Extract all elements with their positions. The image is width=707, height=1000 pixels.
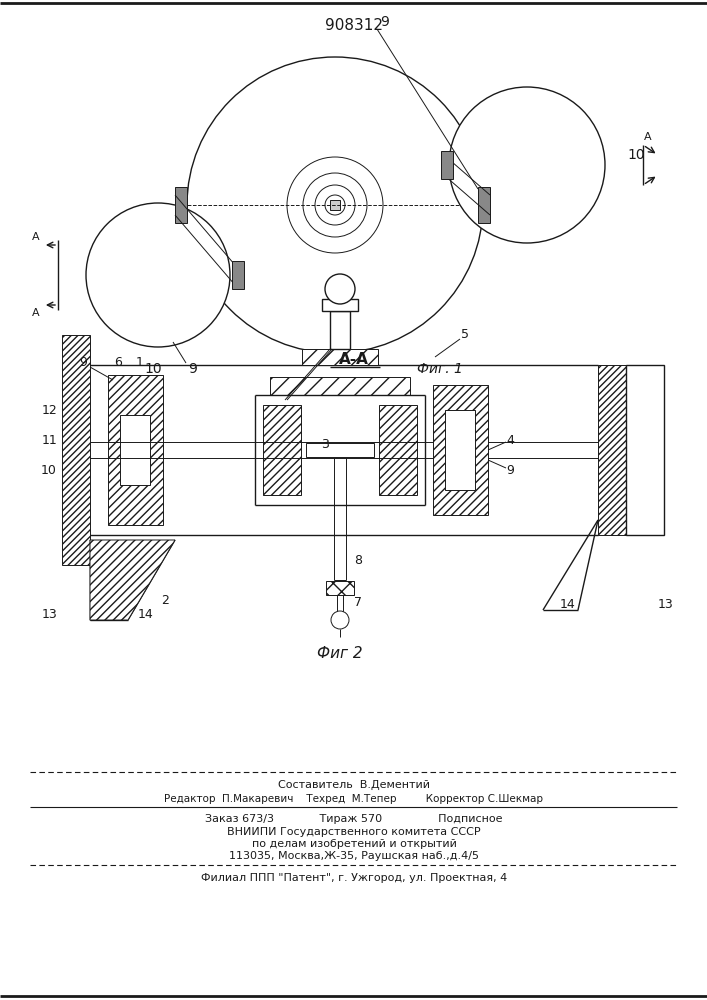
Text: 9: 9 [189, 362, 197, 376]
Circle shape [331, 611, 349, 629]
Bar [433, 385, 488, 515]
Bar [263, 405, 301, 495]
Text: 9: 9 [380, 15, 390, 29]
Bar [175, 187, 187, 223]
Text: 8: 8 [354, 554, 362, 566]
Text: Фиг. 1: Фиг. 1 [417, 362, 463, 376]
Text: 9: 9 [506, 464, 514, 477]
Text: 4: 4 [506, 434, 514, 446]
Bar [330, 200, 340, 210]
Bar [598, 365, 626, 535]
Text: A: A [33, 232, 40, 242]
Bar [441, 151, 453, 179]
Text: A-A: A-A [339, 353, 369, 367]
Text: 7: 7 [354, 596, 362, 609]
Bar [330, 311, 350, 349]
Circle shape [325, 274, 355, 304]
Bar [478, 187, 490, 223]
Text: 113035, Москва,Ж-35, Раушская наб.,д.4/5: 113035, Москва,Ж-35, Раушская наб.,д.4/5 [229, 851, 479, 861]
Bar [270, 377, 410, 395]
Bar [302, 349, 378, 365]
Text: 1: 1 [136, 357, 144, 369]
Text: 11: 11 [41, 434, 57, 446]
Bar [445, 410, 475, 490]
Text: 908312: 908312 [325, 17, 383, 32]
Text: 14: 14 [138, 608, 154, 621]
Text: 13: 13 [658, 598, 674, 611]
Bar [62, 335, 90, 565]
Text: A: A [33, 308, 40, 318]
Text: Заказ 673/3             Тираж 570                Подписное: Заказ 673/3 Тираж 570 Подписное [205, 814, 503, 824]
Text: 5: 5 [461, 328, 469, 342]
Text: ВНИИПИ Государственного комитета СССР: ВНИИПИ Государственного комитета СССР [227, 827, 481, 837]
Text: Филиал ППП "Патент", г. Ужгород, ул. Проектная, 4: Филиал ППП "Патент", г. Ужгород, ул. Про… [201, 873, 507, 883]
Text: 2: 2 [161, 593, 169, 606]
Bar [322, 299, 358, 311]
Polygon shape [90, 540, 175, 620]
Text: A: A [644, 132, 652, 142]
Text: Составитель  В.Дементий: Составитель В.Дементий [278, 780, 430, 790]
Text: 6: 6 [114, 357, 122, 369]
Text: Фиг 2: Фиг 2 [317, 646, 363, 660]
Bar [326, 581, 354, 595]
Bar [120, 415, 150, 485]
Text: 14: 14 [560, 598, 576, 611]
Text: 12: 12 [41, 403, 57, 416]
Text: 10: 10 [627, 148, 645, 162]
Bar [379, 405, 417, 495]
Text: Редактор  П.Макаревич    Техред  М.Тепер         Корректор С.Шекмар: Редактор П.Макаревич Техред М.Тепер Корр… [165, 794, 544, 804]
Text: 9: 9 [79, 357, 87, 369]
Bar [626, 365, 664, 535]
Text: 10: 10 [144, 362, 162, 376]
Text: 13: 13 [41, 608, 57, 621]
Text: по делам изобретений и открытий: по делам изобретений и открытий [252, 839, 457, 849]
Bar [232, 261, 244, 289]
Circle shape [187, 57, 483, 353]
Bar [108, 375, 163, 525]
Text: 10: 10 [41, 464, 57, 477]
Text: 3: 3 [321, 438, 329, 452]
Circle shape [449, 87, 605, 243]
Bar [306, 443, 374, 457]
Circle shape [86, 203, 230, 347]
